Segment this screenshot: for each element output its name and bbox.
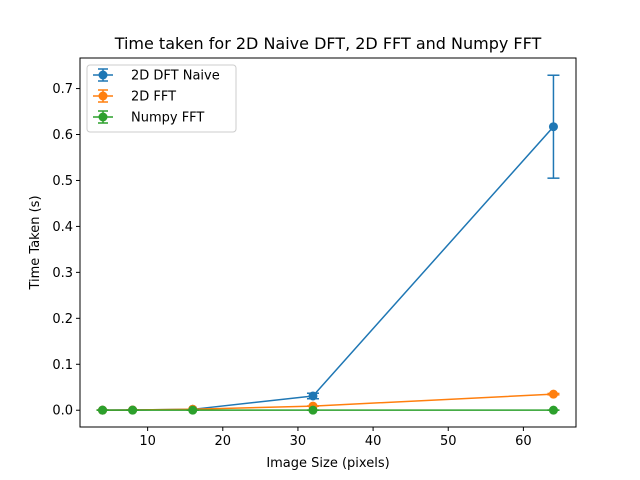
data-point xyxy=(548,389,558,399)
legend-label: 2D DFT Naive xyxy=(131,69,220,84)
y-axis-label: Time Taken (s) xyxy=(28,195,43,290)
y-tick-label: 0.7 xyxy=(52,82,73,97)
plot-content xyxy=(96,74,560,415)
y-tick-label: 0.2 xyxy=(52,312,73,327)
y-tick-label: 0.6 xyxy=(52,128,73,143)
data-point xyxy=(308,391,318,401)
y-tick-label: 0.3 xyxy=(52,266,73,281)
legend: 2D DFT Naive 2D FFT Numpy FFT xyxy=(86,64,237,133)
y-axis-ticks: 0.0 0.1 0.2 0.3 0.4 0.5 0.6 0.7 xyxy=(52,82,80,419)
x-tick-label: 60 xyxy=(515,434,532,449)
data-point xyxy=(128,405,138,415)
x-axis-label: Image Size (pixels) xyxy=(266,456,389,471)
data-point xyxy=(548,405,558,415)
legend-item-0: 2D DFT Naive xyxy=(93,68,220,84)
legend-label: Numpy FFT xyxy=(131,111,204,126)
series-2 xyxy=(96,405,560,415)
data-point xyxy=(308,405,318,415)
legend-label: 2D FFT xyxy=(131,90,176,105)
x-tick-label: 40 xyxy=(365,434,382,449)
x-tick-label: 10 xyxy=(139,434,156,449)
data-point xyxy=(98,405,108,415)
legend-frame xyxy=(86,64,237,133)
plot-frame xyxy=(79,57,577,428)
y-tick-label: 0.0 xyxy=(52,404,73,419)
x-tick-label: 20 xyxy=(215,434,232,449)
x-tick-label: 30 xyxy=(290,434,307,449)
x-axis-ticks: 10 20 30 40 50 60 xyxy=(139,427,532,449)
y-tick-label: 0.4 xyxy=(52,220,73,235)
x-tick-label: 50 xyxy=(440,434,457,449)
y-tick-label: 0.1 xyxy=(52,358,73,373)
legend-marker xyxy=(98,112,108,122)
legend-marker xyxy=(98,91,108,101)
chart-title: Time taken for 2D Naive DFT, 2D FFT and … xyxy=(114,34,542,53)
legend-marker xyxy=(98,70,108,80)
data-point xyxy=(188,405,198,415)
legend-item-2: Numpy FFT xyxy=(93,110,204,126)
legend-item-1: 2D FFT xyxy=(93,89,176,105)
data-point xyxy=(548,122,558,132)
y-tick-label: 0.5 xyxy=(52,174,73,189)
